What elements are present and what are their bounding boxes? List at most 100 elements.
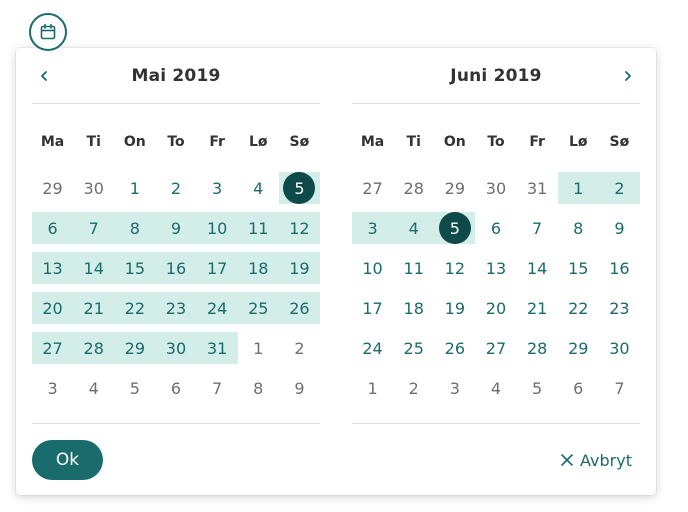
day-cell[interactable]: 26 xyxy=(289,298,310,318)
day-cell[interactable]: 3 xyxy=(47,378,58,398)
day-cell[interactable]: 3 xyxy=(449,378,460,398)
day-cell[interactable]: 1 xyxy=(573,178,584,198)
weekday-label: On xyxy=(443,134,466,150)
day-cell[interactable]: 31 xyxy=(206,338,228,358)
day-cell[interactable]: 17 xyxy=(206,258,228,278)
day-cell[interactable]: 31 xyxy=(526,178,548,198)
day-cell[interactable]: 22 xyxy=(568,298,589,318)
day-cell[interactable]: 29 xyxy=(568,338,589,358)
weekday-label: Sø xyxy=(289,134,310,150)
prev-month-button[interactable] xyxy=(32,64,56,88)
day-cell[interactable]: 1 xyxy=(253,338,264,358)
day-cell[interactable]: 4 xyxy=(88,378,99,398)
day-cell[interactable]: 2 xyxy=(408,378,419,398)
day-cell[interactable]: 28 xyxy=(526,338,548,358)
weekday-label: Fr xyxy=(209,134,225,150)
day-cell[interactable]: 12 xyxy=(289,218,310,238)
day-cell[interactable]: 11 xyxy=(403,258,424,278)
day-cell[interactable]: 7 xyxy=(212,378,223,398)
day-cell[interactable]: 27 xyxy=(485,338,507,358)
day-cell[interactable]: 10 xyxy=(362,258,383,278)
day-cell[interactable]: 27 xyxy=(42,338,63,358)
day-cell[interactable]: 5 xyxy=(129,378,140,398)
day-cell[interactable]: 14 xyxy=(526,258,548,278)
day-cell[interactable]: 25 xyxy=(403,338,424,358)
month-june: Juni 2019 Ma Ti On To Fr Lø Sø 27 28 29 30 31 1 2 3 4 5… xyxy=(352,48,640,424)
day-cell[interactable]: 3 xyxy=(367,218,378,238)
day-cell[interactable]: 14 xyxy=(83,258,104,278)
day-cell[interactable]: 8 xyxy=(253,378,264,398)
day-cell[interactable]: 7 xyxy=(532,218,543,238)
calendar-toggle-button[interactable] xyxy=(29,13,67,51)
day-cell[interactable]: 1 xyxy=(367,378,378,398)
day-cell[interactable]: 4 xyxy=(253,178,264,198)
day-cell[interactable]: 28 xyxy=(83,338,104,358)
day-cell[interactable]: 6 xyxy=(573,378,584,398)
day-cell[interactable]: 18 xyxy=(403,298,424,318)
selected-day[interactable]: 5 xyxy=(434,212,475,244)
day-cell[interactable]: 23 xyxy=(609,298,630,318)
day-cell[interactable]: 22 xyxy=(124,298,146,318)
day-cell[interactable]: 24 xyxy=(206,298,228,318)
day-cell[interactable]: 3 xyxy=(212,178,223,198)
day-cell[interactable]: 13 xyxy=(42,258,63,278)
day-cell[interactable]: 28 xyxy=(403,178,424,198)
day-cell[interactable]: 7 xyxy=(88,218,99,238)
next-month-button[interactable] xyxy=(616,64,640,88)
day-cell[interactable]: 29 xyxy=(42,178,63,198)
day-cell[interactable]: 19 xyxy=(289,258,310,278)
day-cell[interactable]: 13 xyxy=(485,258,507,278)
day-cell[interactable]: 8 xyxy=(573,218,584,238)
day-cell[interactable]: 16 xyxy=(165,258,187,278)
day-cell[interactable]: 10 xyxy=(206,218,228,238)
day-cell[interactable]: 2 xyxy=(294,338,305,358)
day-cell[interactable]: 15 xyxy=(568,258,589,278)
day-cell[interactable]: 30 xyxy=(83,178,104,198)
day-cell[interactable]: 4 xyxy=(408,218,419,238)
selected-day[interactable]: 5 xyxy=(279,172,320,204)
day-cell[interactable]: 11 xyxy=(248,218,269,238)
day-cell[interactable]: 9 xyxy=(294,378,305,398)
cancel-button[interactable]: Avbryt xyxy=(560,448,632,472)
day-cell[interactable]: 12 xyxy=(444,258,466,278)
day-cell[interactable]: 1 xyxy=(129,178,140,198)
day-cell[interactable]: 7 xyxy=(614,378,625,398)
day-cell[interactable]: 20 xyxy=(42,298,63,318)
day-cell[interactable]: 20 xyxy=(485,298,507,318)
day-cell[interactable]: 4 xyxy=(490,378,502,398)
day-cell[interactable]: 17 xyxy=(362,298,383,318)
range-highlight xyxy=(32,332,238,364)
day-cell[interactable]: 29 xyxy=(444,178,466,198)
day-cell[interactable]: 16 xyxy=(609,258,630,278)
day-cell[interactable]: 5 xyxy=(532,378,543,398)
month-title: Mai 2019 xyxy=(131,65,221,86)
day-cell[interactable]: 2 xyxy=(170,178,182,198)
day-cell[interactable]: 23 xyxy=(165,298,187,318)
day-cell[interactable]: 6 xyxy=(170,378,182,398)
day-cell[interactable]: 15 xyxy=(124,258,146,278)
day-cell[interactable]: 21 xyxy=(83,298,104,318)
day-cell[interactable]: 30 xyxy=(165,338,187,358)
weekday-label: Ma xyxy=(40,134,65,150)
day-cell[interactable]: 24 xyxy=(362,338,383,358)
day-cell[interactable]: 9 xyxy=(614,218,625,238)
day-cell[interactable]: 27 xyxy=(362,178,383,198)
day-cell[interactable]: 9 xyxy=(170,218,182,238)
chevron-left-icon xyxy=(41,71,47,81)
range-highlight xyxy=(32,212,320,244)
day-cell[interactable]: 26 xyxy=(444,338,466,358)
calendar-icon xyxy=(40,23,56,40)
day-cell[interactable]: 29 xyxy=(124,338,146,358)
day-cell[interactable]: 21 xyxy=(526,298,548,318)
day-cell[interactable]: 30 xyxy=(485,178,507,198)
day-cell[interactable]: 30 xyxy=(609,338,630,358)
ok-button[interactable]: Ok xyxy=(32,440,103,480)
day-cell[interactable]: 6 xyxy=(47,218,58,238)
divider xyxy=(32,423,320,424)
day-cell[interactable]: 2 xyxy=(614,178,625,198)
day-cell[interactable]: 25 xyxy=(248,298,269,318)
day-cell[interactable]: 18 xyxy=(248,258,269,278)
day-cell[interactable]: 6 xyxy=(490,218,502,238)
day-cell[interactable]: 19 xyxy=(444,298,466,318)
day-cell[interactable]: 8 xyxy=(129,218,140,238)
